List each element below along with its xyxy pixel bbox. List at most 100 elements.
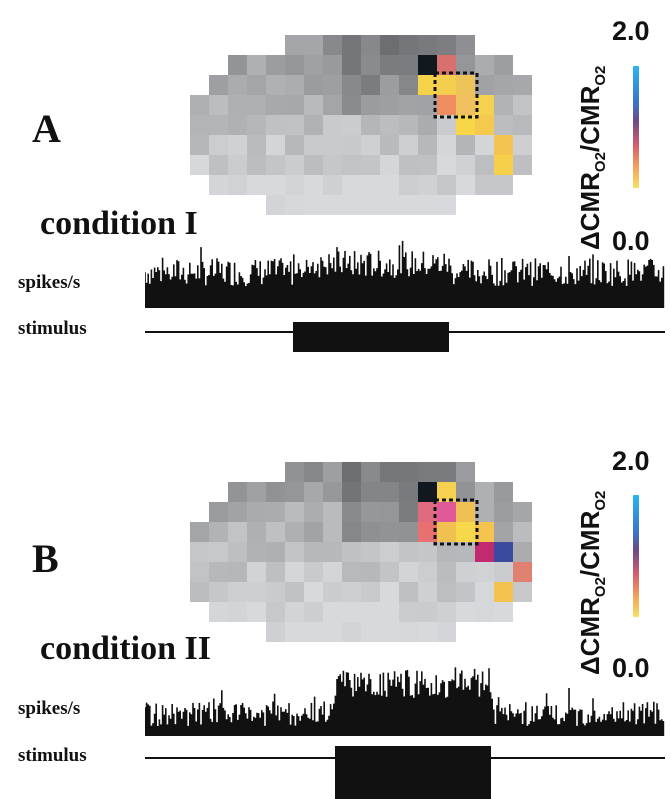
map-pixel	[418, 502, 437, 522]
map-pixel	[285, 542, 304, 562]
map-pixel	[418, 135, 437, 155]
map-pixel	[285, 522, 304, 542]
map-pixel	[228, 602, 247, 622]
colorbar-label-sub1: O2	[592, 152, 610, 173]
map-pixel	[342, 562, 361, 582]
map-pixel	[380, 35, 399, 55]
map-pixel	[361, 195, 380, 215]
map-pixel	[247, 115, 266, 135]
map-pixel	[342, 135, 361, 155]
map-pixel	[304, 35, 323, 55]
map-pixel	[247, 482, 266, 502]
map-pixel	[266, 155, 285, 175]
map-pixel	[399, 175, 418, 195]
map-pixel	[513, 542, 532, 562]
map-pixel	[513, 115, 532, 135]
map-pixel	[266, 582, 285, 602]
map-pixel	[380, 482, 399, 502]
map-pixel	[228, 522, 247, 542]
map-pixel	[304, 155, 323, 175]
map-pixel	[228, 582, 247, 602]
colorbar-min-label: 0.0	[612, 653, 650, 683]
map-pixel	[247, 562, 266, 582]
map-pixel	[475, 602, 494, 622]
map-pixel	[399, 502, 418, 522]
map-pixel	[456, 562, 475, 582]
map-pixel	[418, 482, 437, 502]
map-pixel	[209, 115, 228, 135]
map-pixel	[475, 502, 494, 522]
map-pixel	[513, 155, 532, 175]
map-pixel	[380, 462, 399, 482]
map-pixel	[437, 462, 456, 482]
map-pixel	[342, 542, 361, 562]
panel-letter: B	[32, 536, 59, 581]
map-pixel	[342, 115, 361, 135]
map-pixel	[342, 582, 361, 602]
map-pixel	[247, 602, 266, 622]
map-pixel	[190, 115, 209, 135]
map-pixel	[361, 562, 380, 582]
map-pixel	[342, 522, 361, 542]
map-pixel	[418, 602, 437, 622]
map-pixel	[494, 482, 513, 502]
map-pixel	[266, 135, 285, 155]
map-pixel	[475, 522, 494, 542]
map-pixel	[304, 462, 323, 482]
map-pixel	[304, 135, 323, 155]
map-pixel	[323, 115, 342, 135]
map-pixel	[361, 502, 380, 522]
map-pixel	[266, 622, 285, 642]
map-pixel	[247, 155, 266, 175]
map-pixel	[437, 482, 456, 502]
map-pixel	[437, 55, 456, 75]
map-pixel	[266, 115, 285, 135]
stimulus-label: stimulus	[18, 318, 87, 339]
spikes-label: spikes/s	[18, 698, 81, 719]
map-pixel	[437, 95, 456, 115]
map-pixel	[399, 482, 418, 502]
map-pixel	[285, 195, 304, 215]
colorbar-label-sub2: O2	[592, 490, 610, 511]
map-pixel	[361, 135, 380, 155]
colorbar-label-sub2: O2	[592, 65, 610, 86]
map-pixel	[494, 175, 513, 195]
map-pixel	[494, 582, 513, 602]
map-pixel	[323, 542, 342, 562]
map-pixel	[437, 35, 456, 55]
panel-letter: A	[32, 106, 61, 151]
map-pixel	[228, 95, 247, 115]
map-pixel	[209, 522, 228, 542]
map-pixel	[513, 135, 532, 155]
map-pixel	[380, 195, 399, 215]
spikes-label: spikes/s	[18, 272, 81, 293]
map-pixel	[323, 502, 342, 522]
map-pixel	[323, 175, 342, 195]
panel-b: B condition II 2.0 0.0 ΔCMRO2/CMRO2 spik…	[0, 400, 671, 799]
map-pixel	[323, 75, 342, 95]
map-pixel	[304, 582, 323, 602]
map-pixel	[418, 542, 437, 562]
stimulus-block	[293, 322, 449, 352]
spike-histogram-a	[145, 240, 665, 308]
map-pixel	[247, 582, 266, 602]
map-pixel	[494, 115, 513, 135]
map-pixel	[475, 135, 494, 155]
map-pixel	[418, 155, 437, 175]
map-pixel	[285, 175, 304, 195]
map-pixel	[247, 135, 266, 155]
map-pixel	[190, 542, 209, 562]
map-pixel	[380, 115, 399, 135]
map-pixel	[456, 115, 475, 135]
map-pixel	[475, 115, 494, 135]
map-pixel	[418, 522, 437, 542]
map-pixel	[494, 562, 513, 582]
map-pixel	[418, 115, 437, 135]
map-pixel	[380, 602, 399, 622]
colorbar-label-mid: /CMR	[575, 85, 605, 153]
map-pixel	[304, 115, 323, 135]
map-pixel	[418, 175, 437, 195]
map-pixel	[209, 95, 228, 115]
map-pixel	[361, 582, 380, 602]
map-pixel	[475, 582, 494, 602]
